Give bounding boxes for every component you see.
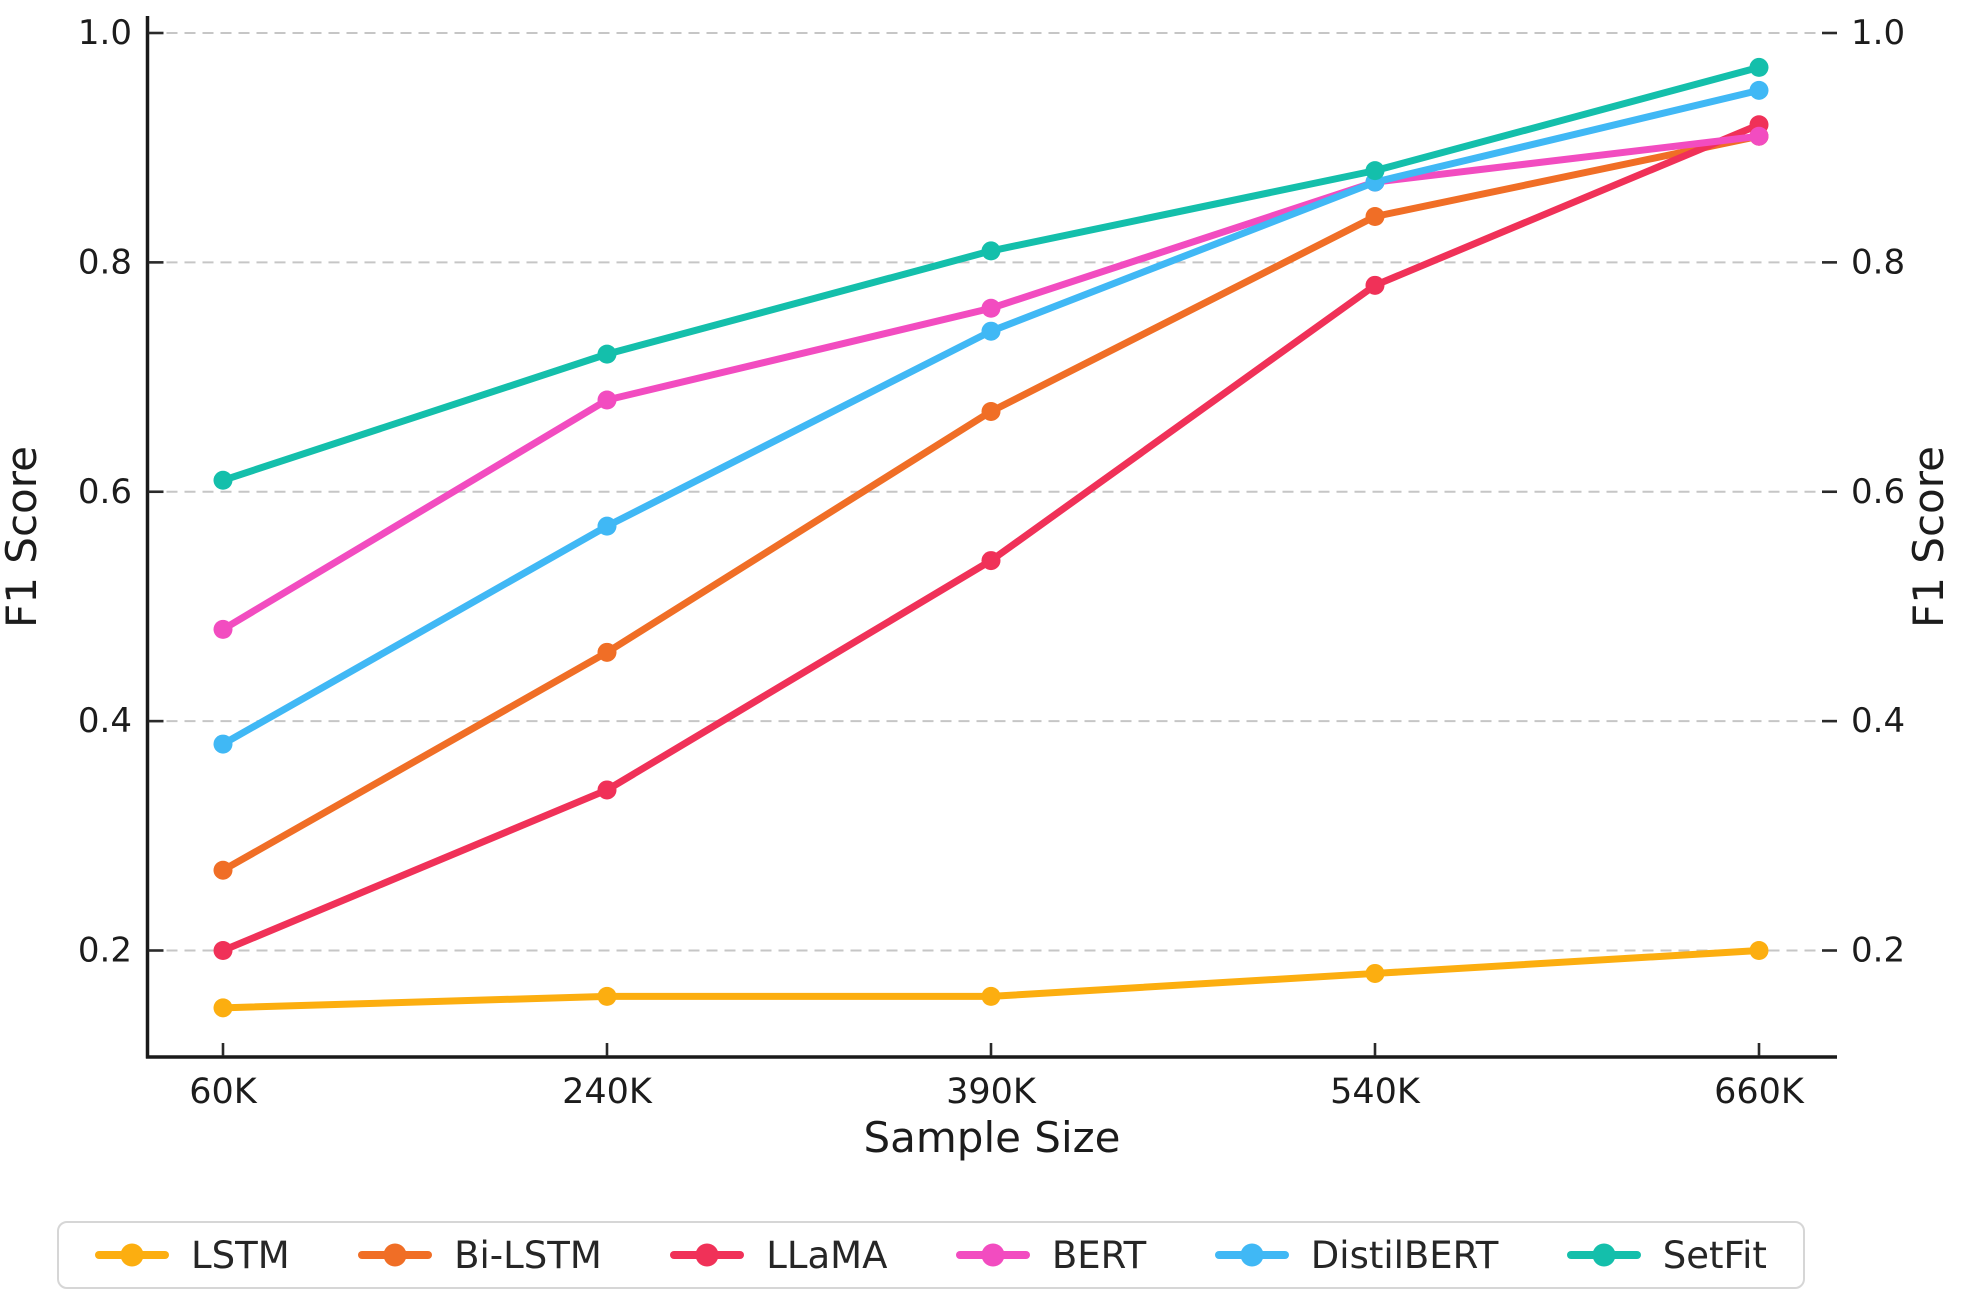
legend-line-swatch: [95, 1243, 169, 1267]
legend-line-swatch: [670, 1243, 745, 1267]
y-axis-title-right: F1 Score: [1904, 446, 1953, 628]
legend-marker-dot: [383, 1243, 407, 1267]
data-point-Bi-LSTM-540K: [1365, 207, 1385, 226]
legend-marker-dot: [120, 1243, 144, 1267]
data-point-SetFit-390K: [981, 241, 1001, 261]
legend: LSTM Bi-LSTM LLaMA BERT DistilBERT SetFit: [57, 1221, 1805, 1289]
data-point-BERT-240K: [597, 390, 617, 410]
legend-item-BERT: BERT: [955, 1233, 1147, 1277]
legend-item-DistilBERT: DistilBERT: [1214, 1233, 1499, 1277]
legend-label: LLaMA: [766, 1233, 888, 1277]
x-tick-label-60K: 60K: [189, 1072, 258, 1112]
data-point-LLaMA-540K: [1365, 275, 1385, 295]
legend-item-SetFit: SetFit: [1566, 1233, 1767, 1277]
x-axis-title: Sample Size: [863, 1113, 1120, 1162]
y-tick-label-right-0.4: 0.4: [1851, 701, 1905, 741]
data-point-LSTM-390K: [981, 986, 1001, 1006]
legend-line-swatch: [955, 1243, 1030, 1267]
x-tick-label-240K: 240K: [562, 1072, 653, 1112]
data-point-BERT-60K: [213, 619, 233, 639]
legend-line-swatch: [1214, 1243, 1289, 1267]
data-point-LSTM-660K: [1749, 941, 1769, 960]
legend-label: SetFit: [1662, 1233, 1767, 1277]
data-point-LLaMA-390K: [981, 551, 1001, 571]
data-point-SetFit-240K: [597, 344, 617, 364]
y-tick-label-left-0.2: 0.2: [78, 931, 132, 971]
x-tick-label-390K: 390K: [946, 1072, 1037, 1112]
legend-label: Bi-LSTM: [454, 1233, 602, 1277]
legend-marker-dot: [1240, 1243, 1264, 1267]
legend-label: BERT: [1051, 1233, 1147, 1277]
legend-label: LSTM: [191, 1233, 290, 1277]
data-point-Bi-LSTM-60K: [213, 860, 233, 880]
data-point-LSTM-60K: [213, 998, 233, 1018]
legend-item-Bi-LSTM: Bi-LSTM: [358, 1237, 602, 1274]
legend-marker-dot: [1592, 1243, 1616, 1267]
legend-marker-dot: [695, 1243, 719, 1267]
data-point-DistilBERT-390K: [981, 321, 1001, 341]
y-tick-label-right-0.8: 0.8: [1851, 242, 1905, 282]
y-tick-label-left-0.8: 0.8: [78, 242, 132, 282]
legend-marker-dot: [981, 1243, 1005, 1267]
data-point-BERT-660K: [1749, 126, 1769, 146]
data-point-DistilBERT-660K: [1749, 80, 1769, 100]
data-point-Bi-LSTM-240K: [597, 642, 617, 662]
legend-item-LLaMA: LLaMA: [670, 1237, 887, 1274]
y-axis-title-left: F1 Score: [0, 446, 46, 628]
data-point-LLaMA-240K: [597, 780, 617, 800]
data-point-LLaMA-60K: [213, 941, 233, 960]
y-tick-label-right-1.0: 1.0: [1851, 13, 1905, 53]
legend-label: DistilBERT: [1310, 1233, 1499, 1277]
y-tick-label-right-0.6: 0.6: [1851, 472, 1905, 512]
data-point-SetFit-60K: [213, 470, 233, 490]
x-tick-label-660K: 660K: [1714, 1072, 1805, 1112]
data-point-SetFit-660K: [1749, 57, 1769, 77]
data-point-Bi-LSTM-390K: [981, 401, 1001, 421]
y-tick-label-left-0.4: 0.4: [78, 701, 132, 741]
y-tick-label-left-0.6: 0.6: [78, 472, 132, 512]
y-tick-label-right-0.2: 0.2: [1851, 931, 1905, 971]
data-point-LSTM-540K: [1365, 963, 1385, 983]
data-point-LSTM-240K: [597, 986, 617, 1006]
data-point-BERT-390K: [981, 298, 1001, 318]
legend-item-LSTM: LSTM: [95, 1237, 290, 1274]
f1-score-line-chart: 1.0 1.0 0.8 0.8 0.6 0.6 0.4 0.4 0.2 0.2 60K 240K 390…: [0, 13, 1953, 1162]
y-tick-label-left-1.0: 1.0: [78, 13, 132, 53]
legend-line-swatch: [1566, 1243, 1641, 1267]
data-point-DistilBERT-60K: [213, 734, 233, 754]
legend-line-swatch: [358, 1243, 433, 1267]
x-tick-label-540K: 540K: [1330, 1072, 1421, 1112]
data-point-DistilBERT-240K: [597, 516, 617, 536]
data-point-SetFit-540K: [1365, 161, 1385, 181]
